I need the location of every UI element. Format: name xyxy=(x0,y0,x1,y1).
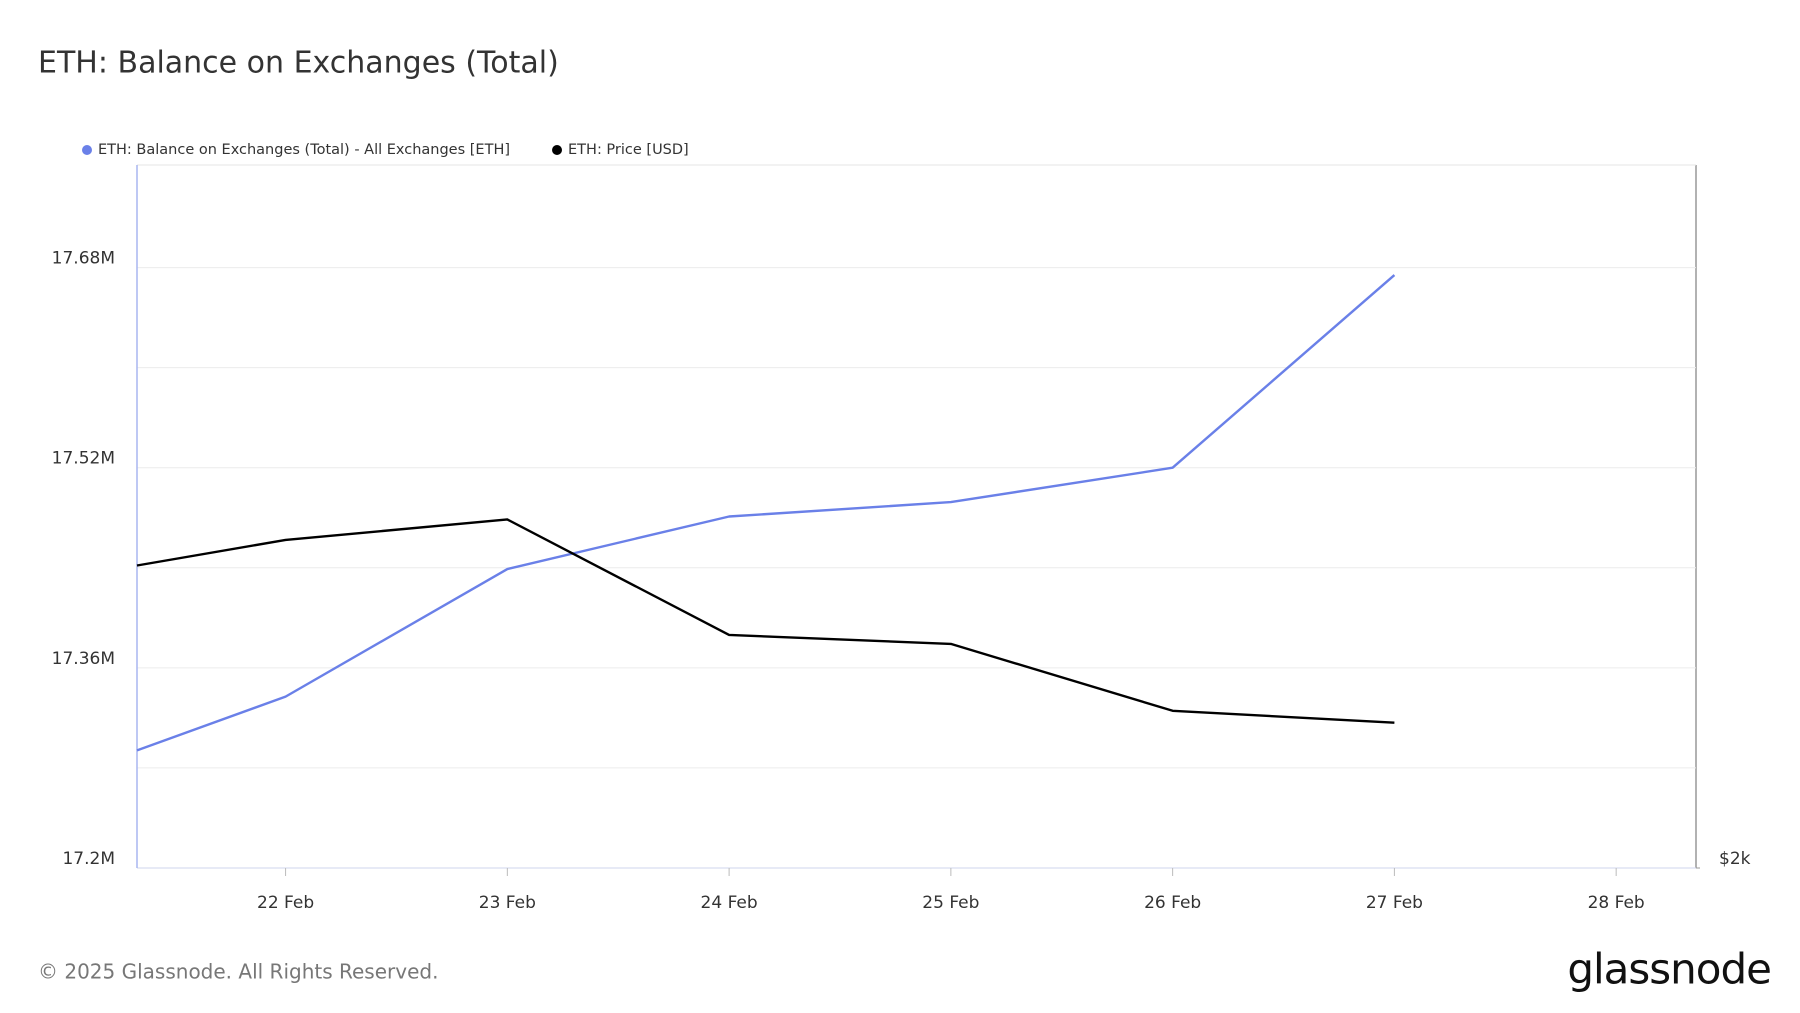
y-tick-label: 17.2M xyxy=(62,849,115,869)
x-tick-label: 22 Feb xyxy=(257,893,314,913)
x-tick-label: 28 Feb xyxy=(1588,893,1645,913)
y2-tick-label: $2k xyxy=(1719,849,1751,869)
series-line xyxy=(136,274,1396,752)
x-tick-label: 26 Feb xyxy=(1144,893,1201,913)
series-line xyxy=(136,518,1395,724)
x-tick-label: 24 Feb xyxy=(701,893,758,913)
brand-logo: glassnode xyxy=(1567,945,1771,994)
y-tick-label: 17.52M xyxy=(52,449,115,469)
legend-marker xyxy=(552,145,563,155)
legend-label: ETH: Balance on Exchanges (Total) - All … xyxy=(98,142,510,158)
y-tick-label: 17.36M xyxy=(52,649,115,669)
chart-title: ETH: Balance on Exchanges (Total) xyxy=(38,46,559,81)
legend-marker xyxy=(82,145,92,155)
x-tick-label: 25 Feb xyxy=(922,893,979,913)
y-tick-label: 17.68M xyxy=(52,249,115,269)
x-tick-label: 23 Feb xyxy=(479,893,536,913)
x-tick-label: 27 Feb xyxy=(1366,893,1423,913)
legend-label: ETH: Price [USD] xyxy=(568,142,689,158)
copyright: © 2025 Glassnode. All Rights Reserved. xyxy=(38,960,438,984)
